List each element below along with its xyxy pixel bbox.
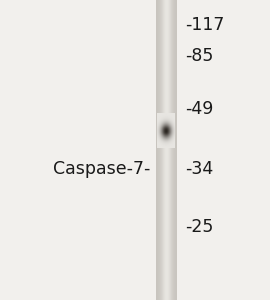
Text: Caspase-7-: Caspase-7- — [53, 160, 151, 178]
Text: -49: -49 — [185, 100, 213, 118]
Text: -117: -117 — [185, 16, 224, 34]
Text: -25: -25 — [185, 218, 213, 236]
Text: -34: -34 — [185, 160, 213, 178]
Text: -85: -85 — [185, 46, 213, 64]
